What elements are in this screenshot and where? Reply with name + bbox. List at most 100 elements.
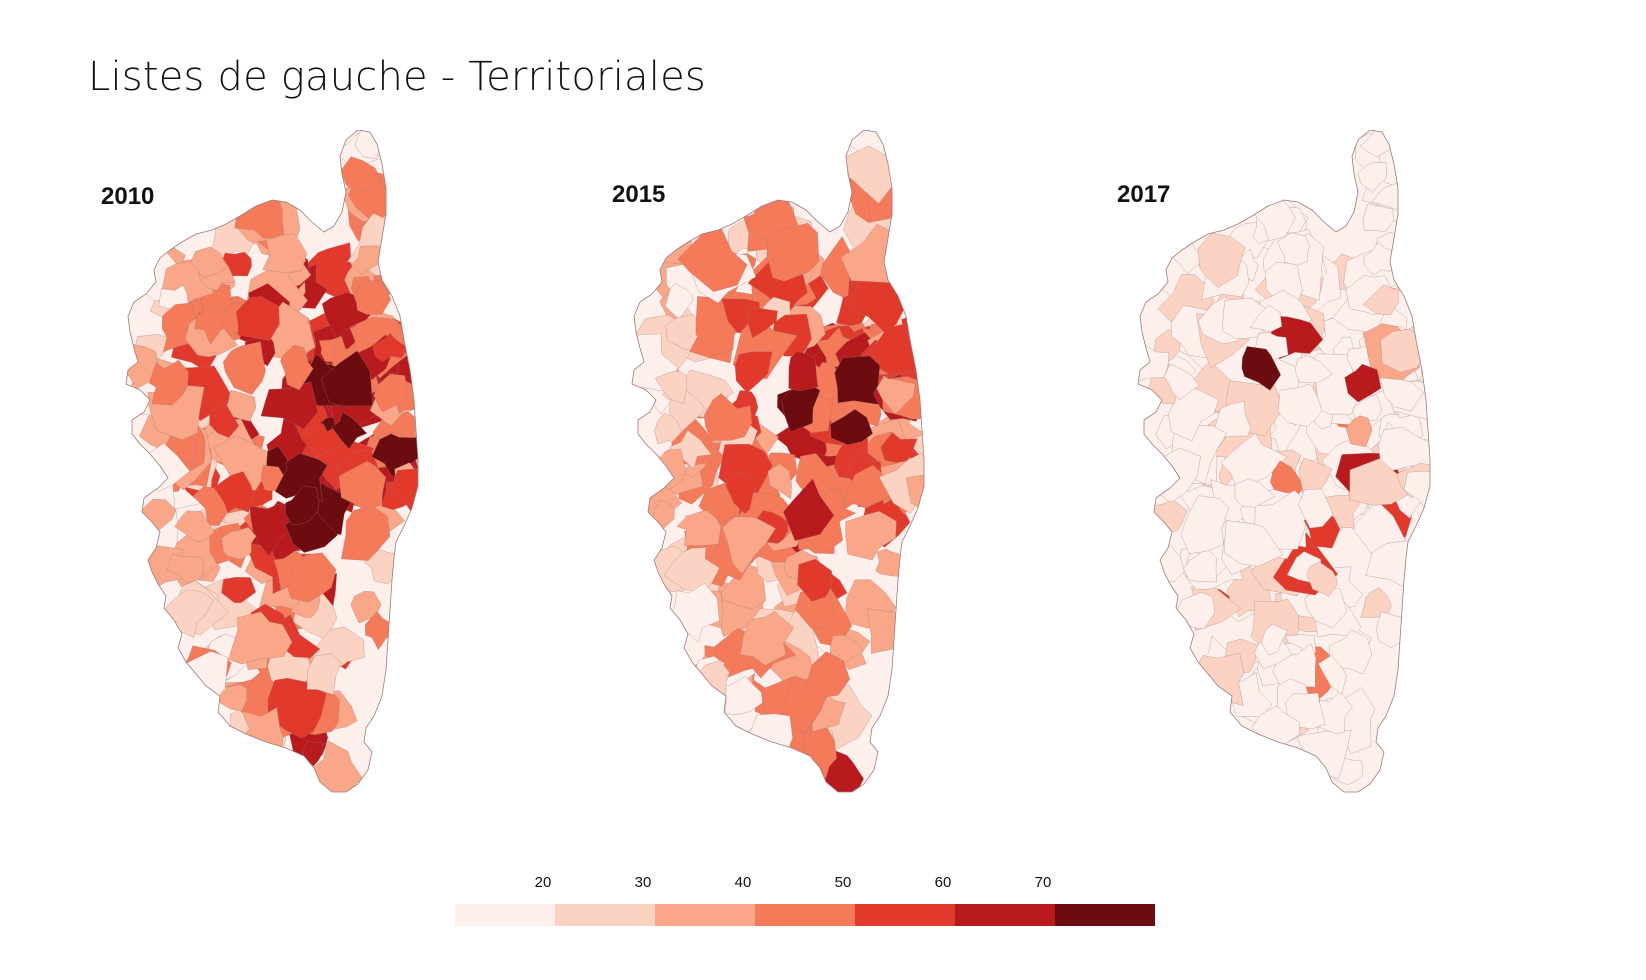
legend-tick-70: 70 <box>1034 874 1052 891</box>
legend-swatch-5 <box>955 904 1055 926</box>
commune-area <box>722 516 777 575</box>
corsica-map-svg <box>631 130 925 793</box>
commune-area <box>845 510 897 561</box>
year-label-2015: 2015 <box>612 181 666 208</box>
commune-area <box>284 485 320 526</box>
commune-area <box>1345 415 1373 448</box>
commune-area <box>1220 432 1288 496</box>
commune-area <box>1296 729 1352 780</box>
commune-area <box>373 373 408 413</box>
legend-color-bar <box>455 904 1155 926</box>
commune-area <box>866 608 910 654</box>
legend-swatch-4 <box>855 904 955 926</box>
commune-area <box>788 351 819 391</box>
commune-area <box>1182 546 1218 583</box>
commune-area <box>805 651 851 698</box>
corsica-map-svg <box>1137 130 1431 793</box>
corsica-map-2010 <box>120 130 460 830</box>
commune-area <box>1163 363 1200 401</box>
corsica-map-svg <box>125 130 419 793</box>
legend-swatch-3 <box>755 904 855 926</box>
commune-area <box>222 341 266 396</box>
commune-area <box>830 634 864 664</box>
commune-area <box>767 463 792 500</box>
commune-area <box>249 504 294 557</box>
commune-area <box>739 610 795 666</box>
legend-swatch-2 <box>655 904 755 926</box>
commune-area <box>331 411 368 450</box>
commune-area <box>340 505 391 561</box>
commune-area <box>355 279 391 315</box>
island-outline <box>631 130 925 793</box>
commune-area <box>725 472 755 515</box>
legend-tick-60: 60 <box>934 874 952 891</box>
page-title: Listes de gauche - Territoriales <box>88 54 706 100</box>
commune-area <box>797 558 832 602</box>
commune-area <box>1241 346 1281 391</box>
legend-swatch-1 <box>555 904 655 926</box>
commune-area <box>676 510 722 547</box>
commune-area <box>302 741 324 767</box>
legend-swatch-0 <box>455 904 555 926</box>
commune-area <box>306 653 342 695</box>
commune-area <box>783 478 835 541</box>
commune-area <box>260 381 319 430</box>
commune-area <box>1318 655 1347 695</box>
commune-area <box>1328 629 1373 675</box>
commune-area <box>338 461 387 511</box>
legend-tick-labels: 20 30 40 50 60 70 <box>455 874 1155 896</box>
commune-area <box>1277 383 1323 428</box>
legend-tick-40: 40 <box>734 874 752 891</box>
corsica-map-2015 <box>626 130 966 830</box>
commune-area <box>876 377 916 415</box>
commune-area <box>286 552 337 603</box>
commune-area <box>280 344 314 391</box>
commune-area <box>1298 488 1334 529</box>
commune-area <box>1349 458 1410 506</box>
commune-area <box>660 582 720 643</box>
commune-area <box>875 548 904 577</box>
commune-area <box>1403 470 1430 513</box>
commune-area <box>654 370 688 404</box>
island-outline <box>125 130 419 793</box>
commune-area <box>390 468 418 517</box>
commune-area <box>221 526 257 560</box>
commune-area <box>905 473 924 511</box>
commune-area <box>830 408 873 446</box>
commune-group <box>632 130 924 792</box>
commune-area <box>363 548 402 585</box>
commune-area <box>1192 652 1245 706</box>
commune-area <box>1180 495 1229 554</box>
commune-area <box>1168 385 1219 442</box>
legend-swatch-6 <box>1055 904 1155 926</box>
commune-area <box>1214 401 1251 438</box>
commune-area <box>194 305 230 345</box>
commune-area <box>190 246 227 279</box>
commune-area <box>734 351 773 394</box>
commune-area <box>1376 611 1413 649</box>
commune-area <box>166 553 205 584</box>
commune-area <box>1197 232 1246 289</box>
commune-area <box>766 222 820 282</box>
commune-area <box>1351 394 1383 422</box>
commune-area <box>320 350 373 407</box>
commune-area <box>1306 561 1338 597</box>
commune-area <box>668 429 713 470</box>
commune-area <box>1249 304 1283 333</box>
commune-area <box>880 432 918 463</box>
legend-tick-30: 30 <box>634 874 652 891</box>
commune-area <box>209 401 240 439</box>
commune-area <box>1261 623 1289 656</box>
commune-area <box>213 471 254 514</box>
commune-area <box>174 510 215 543</box>
commune-area <box>1304 586 1348 629</box>
commune-area <box>1234 478 1276 508</box>
commune-area <box>365 611 398 651</box>
commune-area <box>221 576 257 604</box>
year-label-2017: 2017 <box>1117 181 1171 208</box>
commune-area <box>1344 363 1382 403</box>
commune-group <box>126 130 418 792</box>
commune-area <box>228 611 293 665</box>
commune-area <box>748 307 778 339</box>
legend-tick-20: 20 <box>534 874 552 891</box>
